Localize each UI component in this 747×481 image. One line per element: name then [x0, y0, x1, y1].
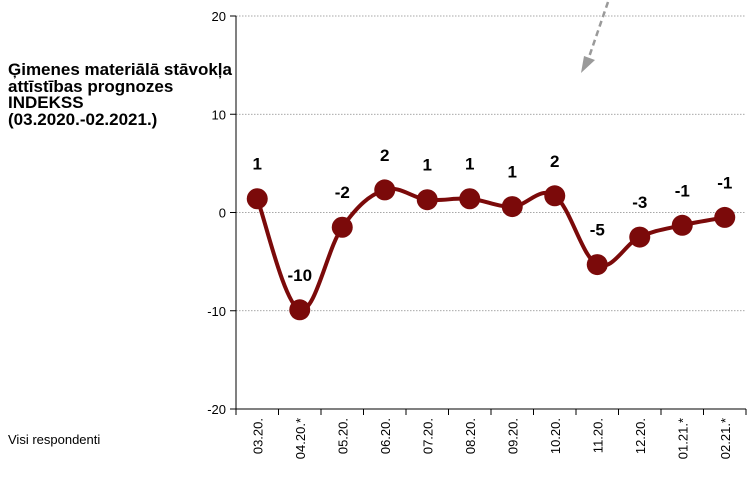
x-tick-label: 06.20.: [378, 418, 393, 454]
y-tick-label: -20: [207, 402, 226, 417]
data-point: [289, 299, 311, 321]
data-label: -2: [335, 183, 350, 202]
y-tick-label: 20: [212, 9, 226, 24]
x-tick-label: 01.21.*: [675, 418, 690, 459]
y-tick-label: -10: [207, 304, 226, 319]
data-label: 2: [380, 146, 389, 165]
data-point: [544, 185, 566, 207]
x-tick-label: 07.20.: [420, 418, 435, 454]
data-label: 2: [550, 152, 559, 171]
data-label: -3: [632, 193, 647, 212]
data-point: [416, 189, 438, 211]
data-label: -1: [675, 181, 690, 200]
chart-subtitle: Visi respondenti: [8, 432, 101, 447]
axes: [230, 15, 747, 415]
y-tick-label: 10: [212, 107, 226, 122]
chart-title: Ģimenes materiālā stāvokļa attīstības pr…: [8, 60, 232, 129]
data-label: -10: [287, 266, 312, 285]
data-labels: 1 -10 -2 2 1 1 1 2 -5 -3 -1 -1: [253, 146, 733, 285]
x-tick-label: 10.20.: [548, 418, 563, 454]
series-lines: [255, 186, 726, 312]
data-point: [586, 254, 608, 276]
x-tick-label: 04.20.*: [293, 418, 308, 459]
data-label: 1: [465, 155, 474, 174]
data-point: [246, 188, 268, 210]
data-point: [331, 216, 353, 238]
x-tick-label: 12.20.: [633, 418, 648, 454]
data-label: 1: [253, 155, 262, 174]
y-tick-labels: 20 10 0 -10 -20: [207, 9, 226, 417]
x-tick-label: 08.20.: [463, 418, 478, 454]
x-tick-labels: 03.20. 04.20.* 05.20. 06.20. 07.20. 08.20. 09.…: [250, 418, 733, 459]
data-point: [629, 226, 651, 248]
data-label: 1: [508, 163, 517, 182]
x-tick-label: 11.20.: [590, 418, 605, 453]
x-tick-label: 05.20.: [335, 418, 350, 454]
series-line: [255, 186, 726, 312]
data-point: [714, 206, 736, 228]
data-point: [501, 196, 523, 218]
gridlines: [236, 15, 746, 312]
x-tick-label: 09.20.: [505, 418, 520, 454]
data-point: [374, 179, 396, 201]
data-point: [459, 188, 481, 210]
x-tick-label: 03.20.: [250, 418, 265, 454]
pointer-arrow: [581, 1, 610, 73]
data-label: -5: [590, 221, 605, 240]
data-points: [246, 179, 736, 321]
data-label: -1: [717, 173, 732, 192]
data-label: 1: [423, 156, 432, 175]
data-point: [671, 214, 693, 236]
y-tick-label: 0: [219, 206, 226, 221]
x-tick-label: 02.21.*: [718, 418, 733, 459]
